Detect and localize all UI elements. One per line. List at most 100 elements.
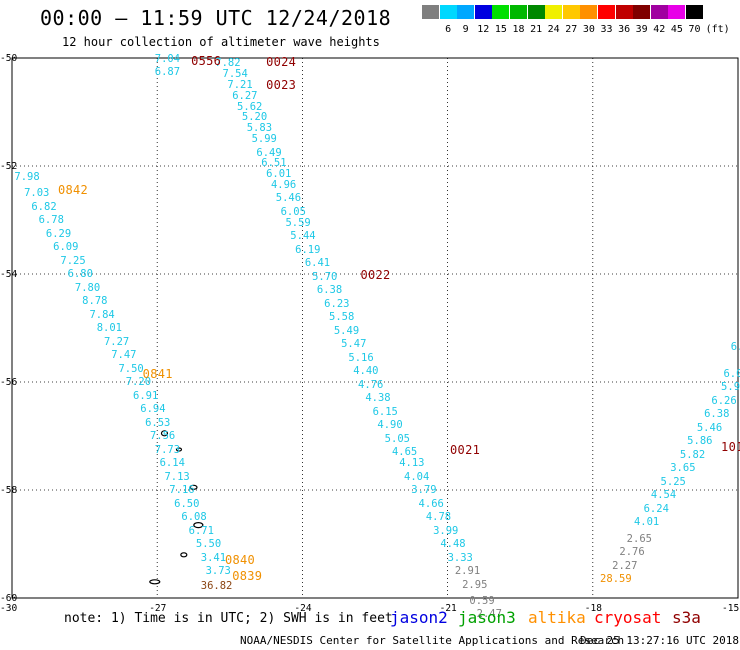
wave-height-label: 5.46 [275, 192, 302, 205]
wave-height-label: 6.27 [232, 89, 258, 102]
wave-height-label: 4.38 [365, 392, 391, 405]
wave-height-label: 3.79 [411, 484, 437, 496]
legend-label: 12 [477, 24, 490, 35]
wave-height-label: 6.38 [704, 408, 730, 421]
wave-height-label: 6.0 [723, 367, 740, 380]
satellite-name-altika: altika [528, 608, 586, 627]
wave-height-label: 6.38 [316, 284, 343, 297]
wave-height-label: 28.59 [600, 573, 632, 586]
wave-height-label: 0.59 [469, 594, 495, 607]
wave-height-label: 4.96 [270, 178, 297, 191]
wave-height-label: 5.58 [329, 311, 355, 324]
wave-height-label: 2.76 [619, 546, 645, 559]
legend-label: 33 [600, 24, 613, 35]
wave-height-label: 7.13 [164, 470, 190, 483]
wave-height-label: 4.78 [425, 511, 452, 523]
satellite-name-s3a: s3a [672, 608, 701, 627]
legend-swatch [562, 5, 580, 19]
wave-height-label: 5.46 [696, 421, 723, 434]
latitude-tick-label: -52 [0, 161, 18, 172]
wave-height-label: 3.99 [433, 524, 459, 537]
legend-label: 9 [462, 24, 469, 35]
satellite-name-jason3: jason3 [458, 608, 516, 627]
wave-height-label: 7.98 [14, 170, 40, 183]
wave-height-label: 6.87 [154, 65, 181, 78]
longitude-tick-label: -24 [294, 603, 312, 614]
note-text: note: 1) Time is in UTC; 2) SWH is in fe… [64, 611, 393, 626]
legend-swatch [545, 5, 563, 19]
pass-time-label: 0842 [57, 183, 89, 198]
pass-time-label: 0840 [224, 553, 256, 568]
legend-label: 36 [618, 24, 631, 35]
legend-label: 27 [565, 24, 578, 35]
wave-height-label: 5.86 [687, 435, 713, 448]
wave-height-label: 6.41 [304, 257, 331, 270]
wave-height-label: 2.27 [612, 559, 638, 572]
longitude-tick-label: -15 [722, 603, 740, 614]
wave-height-label: 5.50 [195, 538, 222, 550]
wave-height-label: 6.19 [295, 243, 321, 256]
wave-height-label: 2.65 [626, 532, 652, 545]
wave-height-label: 5.25 [660, 475, 686, 488]
page-subtitle: 12 hour collection of altimeter wave hei… [62, 35, 380, 49]
wave-height-label: 7.25 [60, 254, 86, 267]
legend-swatch [598, 5, 615, 19]
wave-height-label: 2.95 [462, 578, 488, 591]
wave-height-label: 7.54 [222, 68, 248, 81]
wave-height-label: 6.09 [53, 241, 79, 253]
page-title: 00:00 – 11:59 UTC 12/24/2018 [40, 6, 392, 30]
longitude-tick-label: -18 [584, 603, 602, 614]
wave-height-label: 4.13 [399, 457, 425, 469]
legend-swatch [580, 5, 598, 19]
wave-height-label: 5.82 [679, 448, 706, 461]
legend-label: 24 [547, 24, 560, 35]
island-outline [193, 521, 204, 529]
pass-time-label: 0021 [450, 442, 481, 457]
pass-time-label: 0022 [360, 268, 391, 283]
wave-height-label: 7.80 [74, 281, 101, 294]
wave-height-label: 7.73 [154, 443, 181, 456]
wave-height-label: 6.24 [643, 502, 669, 515]
wave-height-label: 4.04 [404, 470, 430, 483]
legend-swatch [527, 5, 545, 19]
wave-height-label: 5.47 [341, 338, 367, 351]
wave-height-label: 6.05 [280, 205, 306, 218]
wave-height-label: 7.84 [89, 308, 115, 321]
wave-height-label: 7.50 [118, 362, 144, 375]
legend-unit: (ft) [705, 24, 730, 35]
wave-height-label: 6.9 [730, 340, 740, 353]
wave-height-label: 6.94 [140, 403, 166, 415]
wave-height-label: 6.82 [31, 200, 57, 213]
legend-label: 18 [512, 24, 525, 35]
pass-time-label: 0023 [266, 78, 297, 92]
wave-height-label: 5.94 [721, 381, 740, 394]
wave-height-label: 7.16 [169, 484, 195, 496]
pass-time-label: 0839 [232, 569, 263, 584]
pass-time-label: 0556 [191, 53, 222, 68]
legend-label: 45 [670, 24, 683, 35]
wave-height-label: 5.62 [237, 100, 263, 113]
satellite-name-cryosat: cryosat [594, 608, 662, 627]
wave-height-label: 6.53 [145, 416, 171, 429]
island-outline [175, 447, 183, 452]
legend-label: 30 [582, 24, 595, 35]
legend-swatch [439, 5, 457, 19]
footer-credit: NOAA/NESDIS Center for Satellite Applica… [240, 634, 625, 647]
island-outline [180, 552, 188, 558]
latitude-tick-label: -54 [0, 269, 18, 280]
wave-height-label: 5.83 [246, 122, 273, 135]
wave-height-label: 3.33 [447, 551, 473, 564]
island-outline [149, 579, 161, 585]
legend-swatch [510, 5, 527, 19]
satellite-name-jason2: jason2 [390, 608, 448, 627]
island-outline [189, 484, 198, 490]
wave-height-label: 4.90 [377, 419, 403, 432]
wave-height-label: 5.44 [290, 230, 316, 243]
legend-label: 42 [653, 24, 666, 35]
wave-height-label: 6.08 [181, 511, 207, 523]
wave-height-label: 5.99 [251, 133, 277, 145]
legend-label: 70 [688, 24, 701, 35]
wave-height-label: 6.50 [174, 497, 200, 510]
longitude-tick-label: -27 [149, 603, 167, 614]
